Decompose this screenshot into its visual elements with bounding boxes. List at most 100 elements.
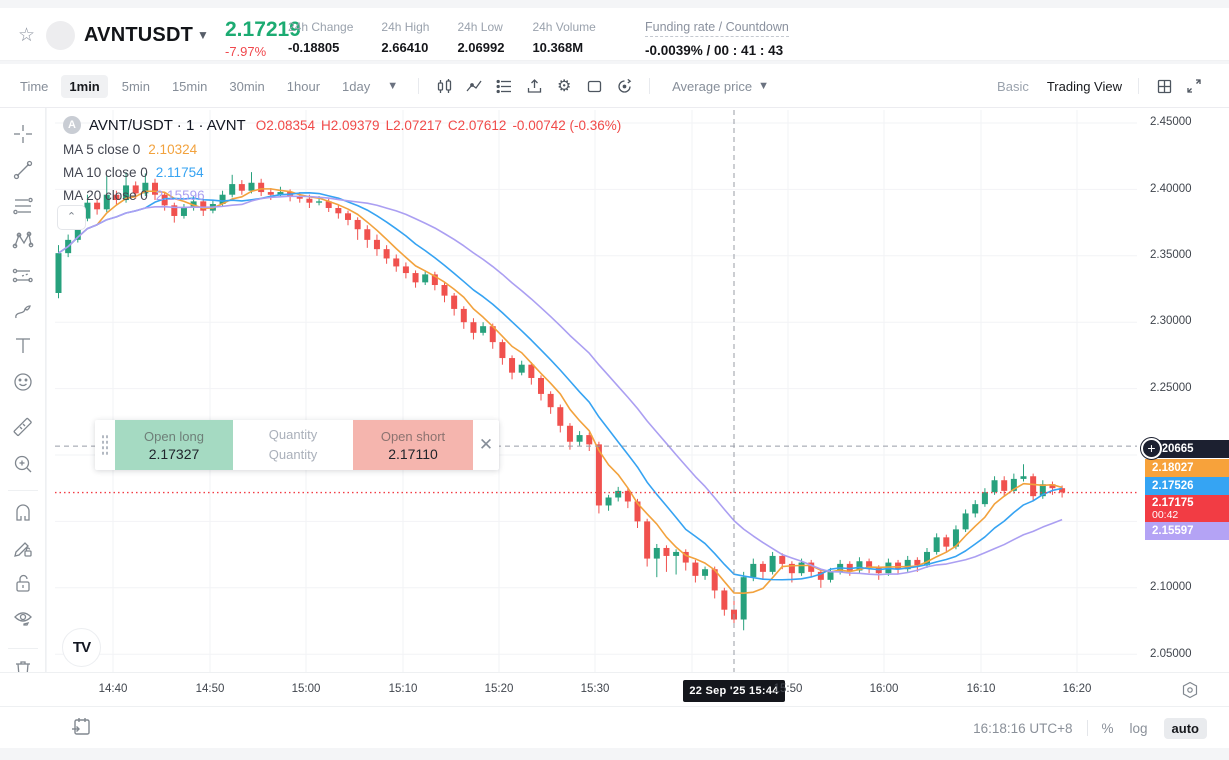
chevron-down-icon[interactable]: ▼: [197, 28, 209, 42]
time-tick: 15:10: [388, 683, 418, 695]
open-long-price: 2.17327: [148, 445, 200, 462]
percent-scale-button[interactable]: %: [1101, 720, 1114, 736]
draw-lock-tool[interactable]: [11, 536, 35, 560]
tradingview-logo[interactable]: TV: [62, 628, 101, 667]
time-axis[interactable]: 22 Sep '25 15:44 14:40 14:50 15:00 15:10 15:…: [0, 672, 1229, 706]
close-icon[interactable]: ✕: [478, 435, 494, 454]
add-order-plus-button[interactable]: +: [1141, 438, 1162, 459]
auto-scale-button[interactable]: auto: [1163, 717, 1207, 739]
ma20-price-label: 2.15597: [1145, 522, 1229, 540]
zoom-in-tool[interactable]: [11, 452, 35, 476]
ma-label: MA 5 close 0: [63, 142, 141, 157]
price-tick: 2.45000: [1150, 116, 1192, 128]
open-short-button[interactable]: Open short 2.17110: [353, 420, 473, 470]
favorite-star-icon[interactable]: ☆: [18, 25, 36, 46]
interval-15min[interactable]: 15min: [171, 78, 208, 94]
ma-value: 2.11754: [155, 165, 204, 180]
stat-value: -0.18805: [288, 40, 340, 55]
ma-label: MA 20 close 0: [63, 188, 148, 203]
time-label: Time: [20, 78, 49, 94]
layout-grid-icon[interactable]: [1149, 71, 1179, 101]
emoji-tool[interactable]: [11, 370, 35, 394]
text-tool[interactable]: [11, 334, 35, 358]
open-short-label: Open short: [380, 428, 446, 444]
market-stats: 24h Change -0.18805 24h High 2.66410 24h Low…: [288, 20, 624, 55]
quantity-placeholder-top[interactable]: Quantity: [268, 427, 318, 442]
brush-tool[interactable]: [11, 300, 35, 324]
stat-label: 24h High: [381, 20, 430, 34]
session-hexagon-icon[interactable]: [1181, 681, 1199, 704]
overlay-select-chevron-icon[interactable]: ▼: [758, 80, 769, 92]
ruler-tool[interactable]: [11, 416, 35, 440]
xabcd-pattern-tool[interactable]: [11, 228, 35, 252]
interval-5min[interactable]: 5min: [121, 78, 150, 94]
stat-value: 10.368M: [532, 40, 584, 55]
interval-30min[interactable]: 30min: [229, 78, 265, 94]
chart-pane[interactable]: A AVNT/USDT · 1 · AVNT O2.08354 H2.09379 L…: [47, 108, 1137, 672]
chart-legend: A AVNT/USDT · 1 · AVNT O2.08354 H2.09379 L…: [63, 116, 627, 203]
magnet-tool[interactable]: [11, 502, 35, 526]
lock-tool[interactable]: [11, 571, 35, 595]
price-tick: 2.35000: [1150, 249, 1192, 261]
ma-label: MA 10 close 0: [63, 165, 148, 180]
quantity-placeholder-bottom[interactable]: Quantity: [268, 447, 318, 462]
go-to-date-icon[interactable]: [70, 716, 92, 743]
price-axis[interactable]: 2.45000 2.40000 2.35000 2.30000 2.25000 2.100…: [1137, 108, 1229, 672]
order-panel-drag-handle[interactable]: [95, 420, 115, 470]
interval-1min[interactable]: 1min: [61, 74, 108, 98]
price-tick: 2.10000: [1150, 581, 1192, 593]
symbol-logo: A: [63, 116, 81, 134]
ma-value: 2.15596: [155, 188, 205, 203]
line-style-icon[interactable]: [459, 71, 489, 101]
funding-rate-value: -0.0039% / 00 : 41 : 43: [645, 43, 784, 58]
settings-gear-icon[interactable]: ⚙: [556, 78, 572, 95]
stat-label: 24h Volume: [532, 20, 596, 34]
quantity-fields[interactable]: Quantity Quantity: [233, 420, 353, 470]
fib-lines-tool[interactable]: [11, 194, 35, 218]
stat-label: 24h Change: [288, 20, 354, 34]
ma-legend-row: MA 10 close 0 2.11754: [63, 165, 627, 180]
funding-rate-label[interactable]: Funding rate / Countdown: [645, 20, 789, 37]
stat-value: 2.06992: [457, 40, 505, 55]
clock-timezone[interactable]: 16:18:16 UTC+8: [973, 720, 1073, 736]
indicators-icon[interactable]: [489, 71, 519, 101]
symbol-selector[interactable]: AVNTUSDT: [84, 24, 194, 46]
crosshair-price-label: 2.20665: [1145, 440, 1229, 458]
candle-style-icon[interactable]: [429, 71, 459, 101]
candlestick-chart[interactable]: [55, 110, 1137, 672]
more-intervals-chevron-icon[interactable]: ▼: [387, 80, 399, 92]
ohlc-open: O2.08354: [255, 117, 315, 133]
time-tick: 14:40: [98, 683, 128, 695]
price-block: 2.17219 -7.97%: [225, 18, 301, 59]
stat-value: 2.66410: [381, 40, 429, 55]
quick-order-panel: Open long 2.17327 Quantity Quantity Open…: [95, 420, 499, 470]
hide-drawings-tool[interactable]: [11, 606, 35, 630]
replay-icon[interactable]: [609, 71, 639, 101]
ma-legend-row: MA 20 close 0 2.15596: [63, 188, 627, 203]
overlay-select[interactable]: Average price: [672, 78, 753, 94]
trendline-tool[interactable]: [11, 158, 35, 182]
time-tick: 14:50: [195, 683, 225, 695]
price-tick: 2.25000: [1150, 382, 1192, 394]
crosshair-tool[interactable]: [11, 122, 35, 146]
legend-collapse-button[interactable]: ⌃: [57, 205, 86, 230]
time-tick: 16:00: [869, 683, 899, 695]
screenshot-icon[interactable]: [579, 71, 609, 101]
forecast-tool[interactable]: [11, 264, 35, 288]
ohlc-high: H2.09379: [321, 117, 380, 133]
export-icon[interactable]: [519, 71, 549, 101]
time-tick: 16:10: [966, 683, 996, 695]
fullscreen-icon[interactable]: [1179, 71, 1209, 101]
drawing-toolbar: [0, 108, 46, 748]
open-long-button[interactable]: Open long 2.17327: [115, 420, 233, 470]
mode-tradingview[interactable]: Trading View: [1046, 78, 1122, 94]
price-tick: 2.05000: [1150, 648, 1192, 660]
market-header: ☆ AVNTUSDT ▼ 2.17219 -7.97% 24h Change -0…: [0, 8, 1229, 61]
time-tick: 15:50: [773, 683, 803, 695]
time-tick: 15:30: [580, 683, 610, 695]
interval-1hour[interactable]: 1hour: [286, 78, 321, 94]
interval-1day[interactable]: 1day: [342, 78, 371, 94]
mode-basic[interactable]: Basic: [997, 78, 1029, 94]
log-scale-button[interactable]: log: [1129, 720, 1148, 736]
